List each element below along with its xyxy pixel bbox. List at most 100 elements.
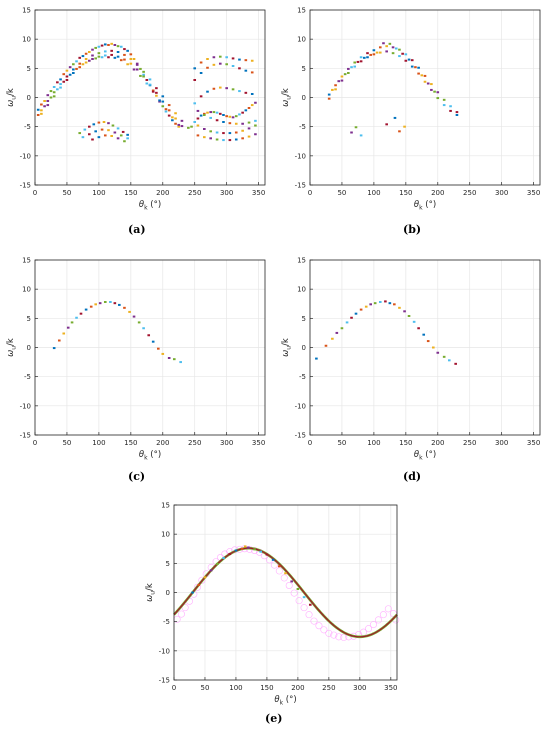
- data-point: [126, 137, 129, 140]
- data-point: [157, 347, 160, 350]
- y-tick-label: -5: [163, 618, 170, 626]
- data-point: [247, 121, 251, 124]
- residual-marker: [177, 610, 185, 618]
- x-tick-label: 150: [399, 189, 412, 197]
- data-point: [212, 56, 216, 59]
- data-point: [40, 103, 43, 106]
- data-point: [84, 58, 88, 60]
- data-point: [372, 53, 376, 56]
- data-point: [209, 137, 212, 140]
- data-point: [123, 306, 126, 309]
- y-tick-label: 0: [166, 589, 170, 597]
- data-point: [94, 46, 97, 49]
- data-point: [75, 60, 78, 63]
- y-tick-label: 5: [27, 65, 31, 73]
- data-point: [359, 60, 363, 63]
- data-point: [126, 133, 129, 136]
- x-tick-label: 0: [308, 439, 312, 447]
- data-point: [378, 301, 382, 303]
- data-point: [91, 58, 94, 60]
- data-point: [218, 86, 222, 89]
- x-tick-label: 300: [495, 189, 508, 197]
- residual-marker: [280, 574, 288, 582]
- x-tick-label: 200: [431, 189, 444, 197]
- y-axis-label: ωu/k: [145, 583, 157, 602]
- data-point: [442, 98, 446, 101]
- data-point: [430, 83, 433, 86]
- data-point: [155, 94, 158, 97]
- data-point: [393, 303, 396, 306]
- y-tick-label: -10: [20, 152, 31, 160]
- data-point: [403, 125, 406, 128]
- data-point: [212, 63, 216, 66]
- data-point: [126, 63, 129, 66]
- data-point: [148, 83, 152, 86]
- data-point: [135, 63, 139, 66]
- data-point: [68, 66, 72, 69]
- data-point: [359, 134, 363, 137]
- data-point: [228, 132, 232, 135]
- x-tick-label: 0: [172, 684, 176, 692]
- data-point: [436, 351, 440, 354]
- data-point: [84, 52, 88, 55]
- x-tick-label: 0: [33, 189, 37, 197]
- data-point: [72, 72, 75, 74]
- y-tick-label: -10: [295, 402, 306, 410]
- data-point: [234, 138, 238, 141]
- data-point: [142, 73, 145, 76]
- data-point: [129, 53, 133, 56]
- data-point: [353, 61, 357, 64]
- data-point: [436, 97, 440, 100]
- residual-marker: [374, 616, 382, 624]
- data-point: [100, 128, 104, 131]
- data-point: [335, 331, 339, 334]
- data-point: [447, 359, 451, 362]
- data-point: [70, 321, 74, 324]
- chart-panel-2: 0 50 100 150 200 250 300 350 -15 -10 -5 0 5 10 15 θk (°…: [281, 7, 541, 212]
- data-point: [308, 603, 312, 606]
- data-point: [129, 62, 133, 65]
- data-point: [65, 69, 69, 72]
- data-point: [347, 67, 350, 70]
- data-point: [56, 88, 59, 91]
- data-point: [231, 88, 235, 91]
- data-point: [128, 310, 131, 313]
- data-point: [354, 126, 358, 129]
- data-point: [116, 45, 120, 48]
- x-tick-label: 200: [291, 684, 304, 692]
- data-point: [398, 48, 401, 51]
- y-tick-label: -5: [24, 123, 31, 131]
- data-point: [334, 84, 337, 87]
- data-point: [171, 116, 174, 119]
- data-point: [158, 99, 161, 102]
- data-point: [129, 58, 133, 60]
- y-axis-label: ωu/k: [6, 338, 18, 357]
- data-point: [43, 105, 46, 108]
- data-point: [119, 45, 123, 48]
- data-point: [36, 114, 40, 116]
- data-point: [78, 66, 82, 69]
- data-point: [139, 67, 142, 70]
- data-point: [56, 81, 59, 84]
- residual-marker: [275, 567, 283, 575]
- data-point: [359, 308, 363, 311]
- data-point: [116, 127, 120, 130]
- panel-caption: (b): [403, 223, 422, 236]
- data-point: [103, 301, 107, 303]
- x-tick-label: 250: [463, 439, 476, 447]
- x-tick-label: 50: [62, 439, 71, 447]
- data-point: [49, 90, 53, 93]
- data-point: [113, 131, 117, 134]
- y-tick-label: 15: [22, 7, 31, 15]
- data-point: [43, 100, 46, 102]
- x-tick-label: 200: [431, 439, 444, 447]
- data-point: [107, 122, 110, 125]
- data-point: [350, 66, 353, 69]
- data-point: [215, 138, 219, 141]
- data-point: [231, 116, 235, 119]
- data-point: [347, 72, 350, 74]
- data-point: [187, 126, 190, 129]
- data-point: [345, 321, 349, 324]
- x-tick-label: 50: [337, 439, 346, 447]
- data-point: [110, 53, 113, 56]
